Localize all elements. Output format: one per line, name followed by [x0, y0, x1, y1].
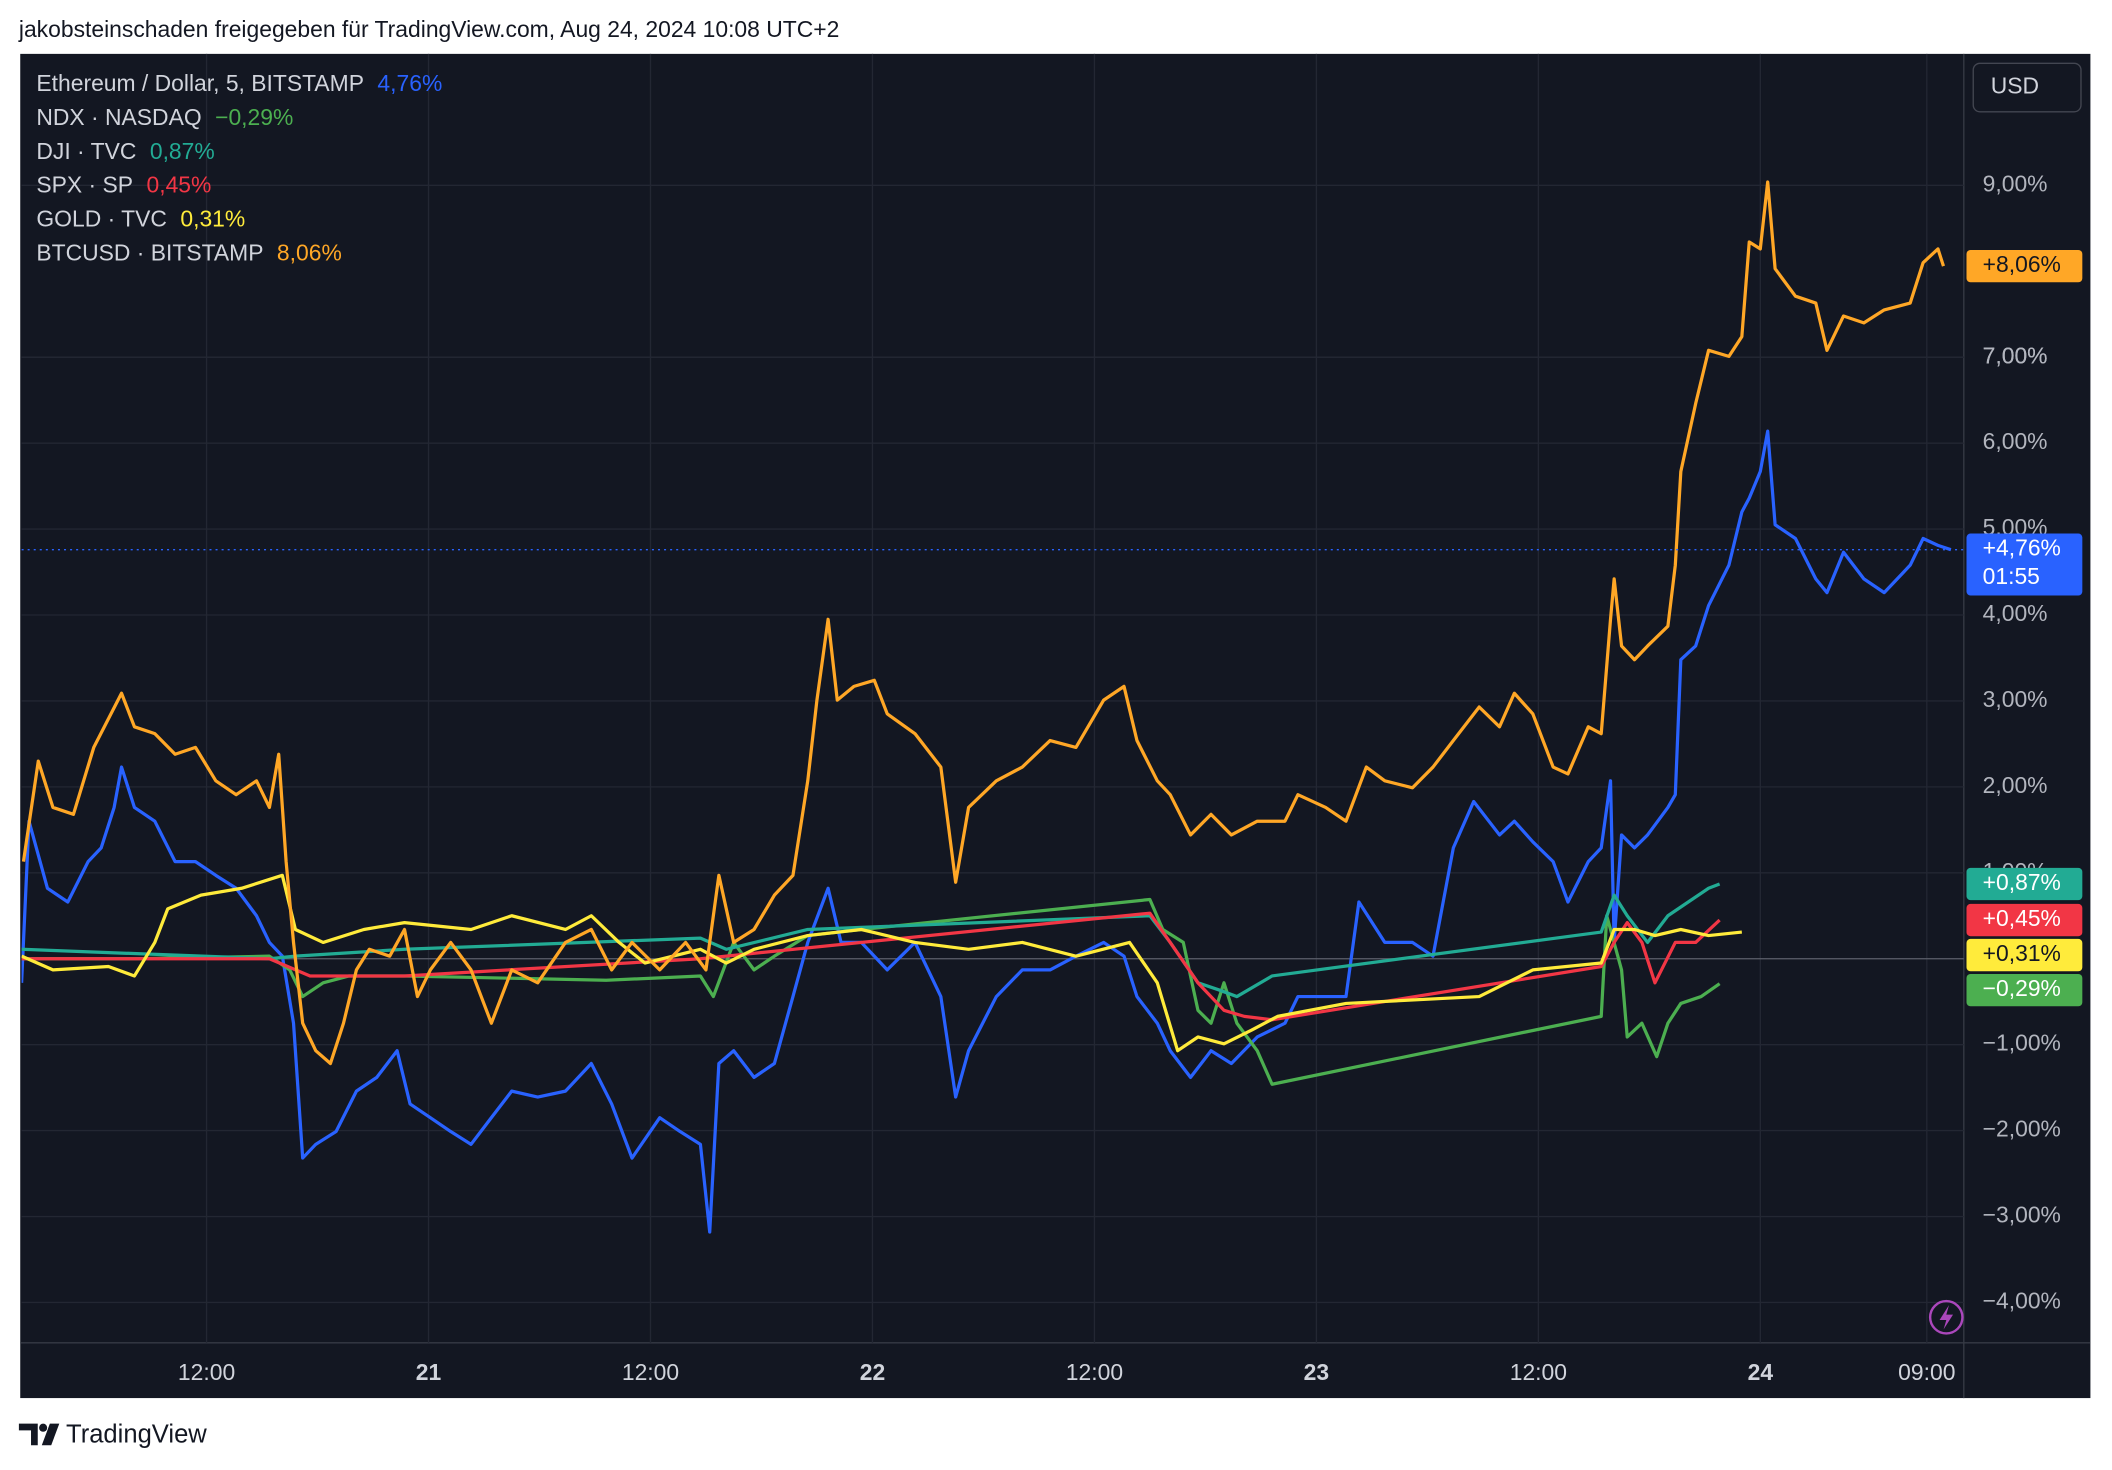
- y-tick-label: 9,00%: [1983, 170, 2048, 196]
- series-line: [21, 882, 1721, 999]
- x-tick-label: 09:00: [1898, 1359, 1955, 1385]
- x-tick-label: 12:00: [1066, 1359, 1123, 1385]
- price-badge-label: −0,29%: [1983, 975, 2061, 1001]
- legend-change: 0,87%: [150, 138, 215, 164]
- y-tick-label: −2,00%: [1983, 1116, 2061, 1142]
- x-tick-label: 24: [1748, 1359, 1774, 1385]
- price-badge-label: +4,76%: [1983, 535, 2061, 561]
- price-badge: [1966, 533, 2083, 596]
- brand-logo: [18, 1423, 60, 1446]
- legend-name: GOLD · TVC: [36, 206, 167, 232]
- currency-label[interactable]: USD: [1991, 73, 2039, 99]
- lightning-icon[interactable]: [1928, 1299, 1964, 1335]
- plot: [21, 180, 1964, 1234]
- y-tick-label: 7,00%: [1983, 342, 2048, 368]
- series-line: [21, 429, 1952, 1234]
- axes: −4,00%−3,00%−2,00%−1,00%1,00%2,00%3,00%4…: [178, 170, 2061, 1384]
- x-tick-label: 21: [416, 1359, 442, 1385]
- y-tick-label: −1,00%: [1983, 1030, 2061, 1056]
- x-tick-label: 12:00: [1510, 1359, 1567, 1385]
- price-badge: [1966, 249, 2083, 283]
- x-tick-label: 12:00: [178, 1359, 235, 1385]
- countdown-label: 01:55: [1983, 563, 2040, 589]
- price-badge-label: +0,45%: [1983, 905, 2061, 931]
- legend-name: Ethereum / Dollar, 5, BITSTAMP: [36, 70, 364, 96]
- price-badges: +8,06% +4,76%01:55 +0,87% +0,45% +0,31% −0,29…: [1966, 249, 2083, 1007]
- series-line: [21, 180, 1946, 1066]
- x-tick-label: 22: [860, 1359, 885, 1385]
- y-tick-label: 6,00%: [1983, 428, 2048, 454]
- legend-name: DJI · TVC: [36, 138, 136, 164]
- price-badge: [1966, 867, 2083, 901]
- price-badge: [1966, 973, 2083, 1007]
- legend-change: 8,06%: [277, 240, 342, 266]
- brand-name: TradingView: [66, 1421, 207, 1449]
- legend-change: 0,31%: [180, 206, 245, 232]
- y-tick-label: −3,00%: [1983, 1202, 2061, 1228]
- currency-button[interactable]: [1972, 62, 2082, 113]
- grid: [21, 53, 1964, 1343]
- legend-change: 0,45%: [146, 172, 211, 198]
- price-badge-label: +0,31%: [1983, 940, 2061, 966]
- legend-name: SPX · SP: [36, 172, 133, 198]
- price-badge-label: +0,87%: [1983, 869, 2061, 895]
- price-badge: [1966, 938, 2083, 972]
- series-line: [21, 911, 1721, 1022]
- x-tick-label: 23: [1304, 1359, 1329, 1385]
- legend-name: NDX · NASDAQ: [36, 104, 201, 130]
- y-tick-label: 7,00%: [1983, 342, 2048, 368]
- price-badge: [1966, 903, 2083, 937]
- legend-change: 4,76%: [377, 70, 442, 96]
- y-tick-label: 2,00%: [1983, 772, 2048, 798]
- series-line: [21, 873, 1743, 1053]
- x-tick-label: 12:00: [622, 1359, 679, 1385]
- y-tick-label: 3,00%: [1983, 686, 2048, 712]
- header-text: jakobsteinschaden freigegeben für Tradin…: [18, 16, 839, 42]
- legend: Ethereum / Dollar, 5, BITSTAMP 4,76% NDX ·…: [36, 70, 442, 266]
- legend-name: BTCUSD · BITSTAMP: [36, 240, 263, 266]
- price-badge-label: +8,06%: [1983, 251, 2061, 277]
- legend-change: −0,29%: [215, 104, 293, 130]
- y-tick-label: 4,00%: [1983, 600, 2048, 626]
- y-tick-label: −4,00%: [1983, 1288, 2061, 1314]
